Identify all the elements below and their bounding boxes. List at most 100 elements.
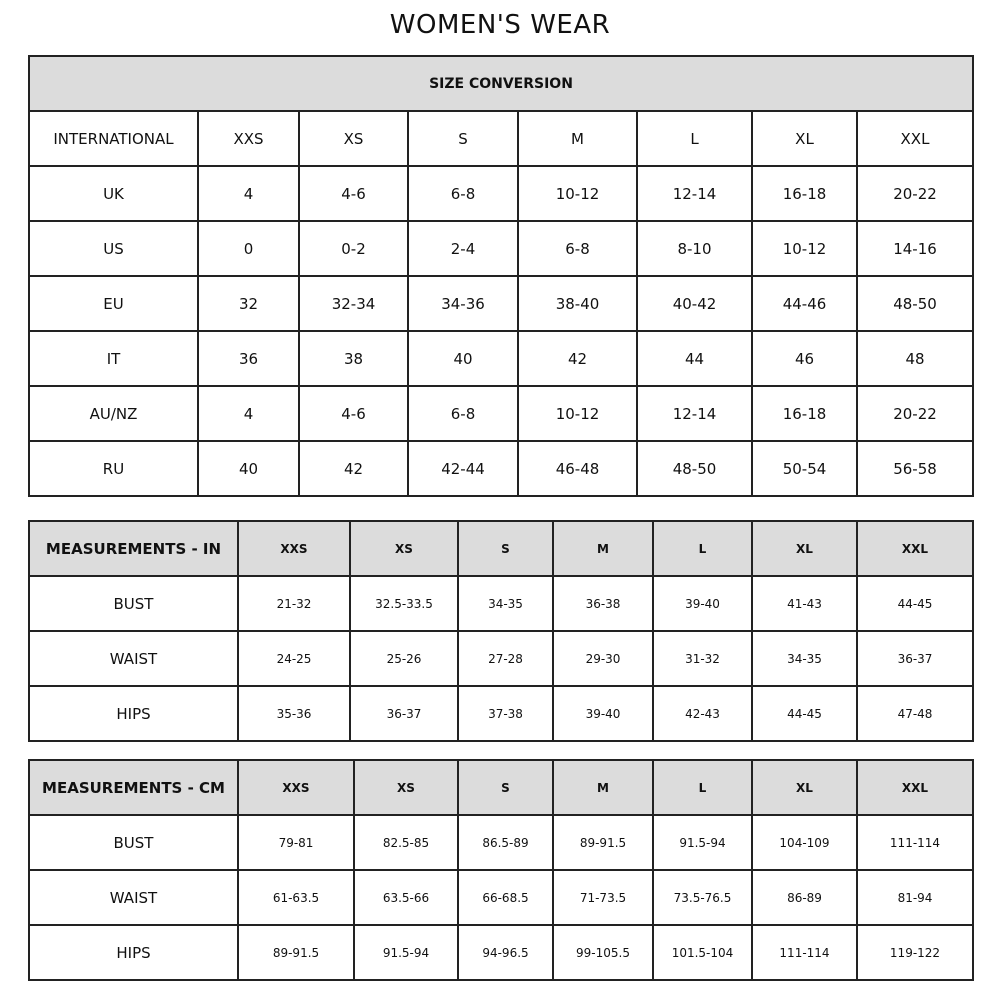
table-cell: 91.5-94	[353, 924, 459, 981]
table-cell: 4-6	[298, 165, 409, 222]
table-cell: 61-63.5	[237, 869, 355, 926]
column-header: XXS	[237, 759, 355, 816]
table-cell: 39-40	[552, 685, 654, 742]
table-cell: 25-26	[349, 630, 459, 687]
table-cell: XXL	[856, 110, 974, 167]
table-cell: 71-73.5	[552, 869, 654, 926]
table-cell: 31-32	[652, 630, 753, 687]
row-label: BUST	[28, 575, 239, 632]
table-cell: 6-8	[407, 165, 519, 222]
table-cell: 81-94	[856, 869, 974, 926]
table-cell: 36-37	[349, 685, 459, 742]
table-cell: 66-68.5	[457, 869, 554, 926]
header-row: MEASUREMENTS - IN XXS XS S M L XL XXL	[28, 520, 974, 577]
table-cell: 4-6	[298, 385, 409, 442]
table-row: BUST 79-81 82.5-85 86.5-89 89-91.5 91.5-94 104…	[28, 814, 974, 871]
table-cell: 111-114	[751, 924, 858, 981]
table-cell: 94-96.5	[457, 924, 554, 981]
row-label: BUST	[28, 814, 239, 871]
column-header: XXL	[856, 520, 974, 577]
table-cell: 44-45	[751, 685, 858, 742]
table-cell: 44	[636, 330, 753, 387]
row-label: HIPS	[28, 685, 239, 742]
table-cell: 44-46	[751, 275, 858, 332]
table-cell: 12-14	[636, 385, 753, 442]
table-cell: 86-89	[751, 869, 858, 926]
column-header: XL	[751, 520, 858, 577]
table-cell: 10-12	[751, 220, 858, 277]
row-label: IT	[28, 330, 199, 387]
table-cell: 32.5-33.5	[349, 575, 459, 632]
table-cell: 40	[197, 440, 300, 497]
column-header: L	[652, 520, 753, 577]
table-row: WAIST 24-25 25-26 27-28 29-30 31-32 34-35 36-37	[28, 630, 974, 687]
row-label: UK	[28, 165, 199, 222]
table-cell: 37-38	[457, 685, 554, 742]
table-cell: 29-30	[552, 630, 654, 687]
row-label: US	[28, 220, 199, 277]
table-cell: 35-36	[237, 685, 351, 742]
row-label: EU	[28, 275, 199, 332]
row-label: HIPS	[28, 924, 239, 981]
table-row: AU/NZ 4 4-6 6-8 10-12 12-14 16-18 20-22	[28, 385, 974, 442]
table-cell: 14-16	[856, 220, 974, 277]
table-cell: 63.5-66	[353, 869, 459, 926]
table-cell: 20-22	[856, 385, 974, 442]
table-cell: 101.5-104	[652, 924, 753, 981]
table-cell: 10-12	[517, 165, 638, 222]
table-cell: 0-2	[298, 220, 409, 277]
table-cell: 91.5-94	[652, 814, 753, 871]
table-row: WAIST 61-63.5 63.5-66 66-68.5 71-73.5 73.5-76…	[28, 869, 974, 926]
column-header: XS	[349, 520, 459, 577]
row-label: INTERNATIONAL	[28, 110, 199, 167]
table-cell: 4	[197, 165, 300, 222]
table-cell: 50-54	[751, 440, 858, 497]
table-cell: 6-8	[517, 220, 638, 277]
table-cell: 47-48	[856, 685, 974, 742]
table-cell: XL	[751, 110, 858, 167]
table-cell: L	[636, 110, 753, 167]
table-cell: 89-91.5	[237, 924, 355, 981]
table-cell: 34-36	[407, 275, 519, 332]
table-cell: 40-42	[636, 275, 753, 332]
column-header: XXS	[237, 520, 351, 577]
table-cell: S	[407, 110, 519, 167]
table-row: EU 32 32-34 34-36 38-40 40-42 44-46 48-50	[28, 275, 974, 332]
table-cell: 39-40	[652, 575, 753, 632]
column-header: XL	[751, 759, 858, 816]
table-cell: 34-35	[751, 630, 858, 687]
table-cell: 27-28	[457, 630, 554, 687]
row-label: AU/NZ	[28, 385, 199, 442]
table-cell: 8-10	[636, 220, 753, 277]
table-cell: 48	[856, 330, 974, 387]
column-header: S	[457, 759, 554, 816]
table-cell: 82.5-85	[353, 814, 459, 871]
measurements-cm-table: MEASUREMENTS - CM XXS XS S M L XL XXL BUST 79-81 8…	[28, 759, 974, 981]
column-header: M	[552, 520, 654, 577]
table-cell: 119-122	[856, 924, 974, 981]
table-cell: 12-14	[636, 165, 753, 222]
table-cell: 44-45	[856, 575, 974, 632]
size-header-row: INTERNATIONAL XXS XS S M L XL XXL	[28, 110, 974, 167]
table-cell: 0	[197, 220, 300, 277]
table-cell: 38	[298, 330, 409, 387]
table-cell: 36-37	[856, 630, 974, 687]
column-header: MEASUREMENTS - IN	[28, 520, 239, 577]
table-cell: 56-58	[856, 440, 974, 497]
table-cell: 79-81	[237, 814, 355, 871]
row-label: RU	[28, 440, 199, 497]
column-header: XS	[353, 759, 459, 816]
table-cell: 48-50	[856, 275, 974, 332]
table-cell: 2-4	[407, 220, 519, 277]
column-header: MEASUREMENTS - CM	[28, 759, 239, 816]
table-cell: M	[517, 110, 638, 167]
column-header: M	[552, 759, 654, 816]
table-cell: 42-44	[407, 440, 519, 497]
header-row: MEASUREMENTS - CM XXS XS S M L XL XXL	[28, 759, 974, 816]
table-cell: 99-105.5	[552, 924, 654, 981]
table-cell: XXS	[197, 110, 300, 167]
table-cell: 6-8	[407, 385, 519, 442]
table-cell: 36-38	[552, 575, 654, 632]
table-cell: 34-35	[457, 575, 554, 632]
page-title: WOMEN'S WEAR	[389, 10, 611, 40]
